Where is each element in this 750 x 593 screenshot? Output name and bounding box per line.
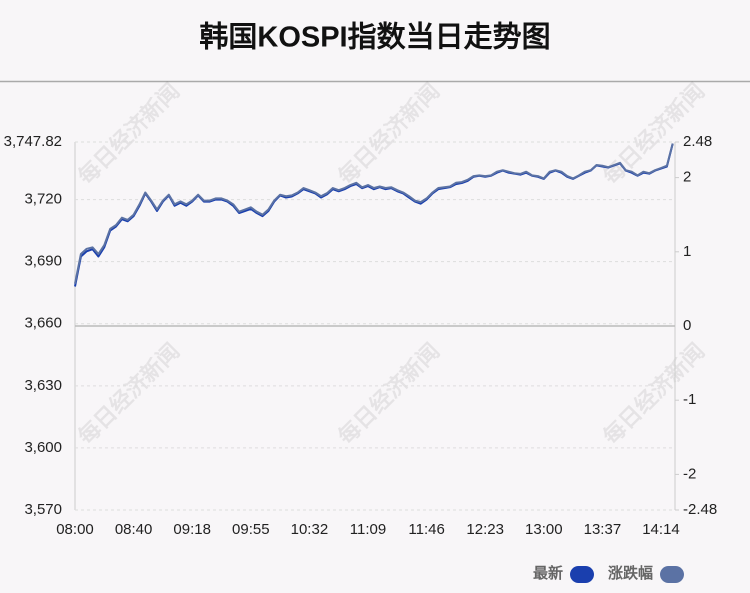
series-line	[74, 143, 674, 284]
x-tick-label: 11:46	[408, 521, 444, 538]
x-tick-label: 09:55	[232, 521, 270, 538]
y-tick-label: 3,720	[24, 191, 62, 208]
legend-label: 涨跌幅	[608, 564, 653, 582]
y-tick-label: 3,630	[24, 377, 62, 394]
x-tick-label: 12:23	[466, 521, 504, 538]
x-tick-label: 14:14	[642, 521, 680, 538]
x-tick-label: 09:18	[173, 521, 211, 538]
y2-tick-label: -2.48	[683, 501, 717, 518]
x-tick-label: 08:00	[56, 521, 94, 538]
y-tick-label: 3,747.82	[4, 133, 62, 150]
y-tick-label: 3,660	[24, 315, 62, 332]
x-tick-label: 10:32	[291, 521, 329, 538]
y-tick-label: 3,690	[24, 253, 62, 270]
legend-label: 最新	[533, 564, 563, 582]
legend-swatch	[660, 566, 684, 583]
y2-tick-label: -2	[683, 465, 696, 482]
y2-tick-label: 1	[683, 243, 691, 260]
x-tick-label: 11:09	[350, 521, 386, 538]
legend-swatch	[570, 566, 594, 583]
x-tick-label: 13:00	[525, 521, 563, 538]
x-tick-label: 13:37	[584, 521, 622, 538]
y2-tick-label: 0	[683, 317, 691, 334]
y2-tick-label: 2	[683, 169, 691, 186]
chart-title: 韩国KOSPI指数当日走势图	[199, 21, 550, 54]
y2-tick-label: 2.48	[683, 133, 712, 150]
y2-tick-label: -1	[683, 391, 696, 408]
x-tick-label: 08:40	[115, 521, 153, 538]
y-tick-label: 3,600	[24, 439, 62, 456]
y-tick-label: 3,570	[24, 501, 62, 518]
